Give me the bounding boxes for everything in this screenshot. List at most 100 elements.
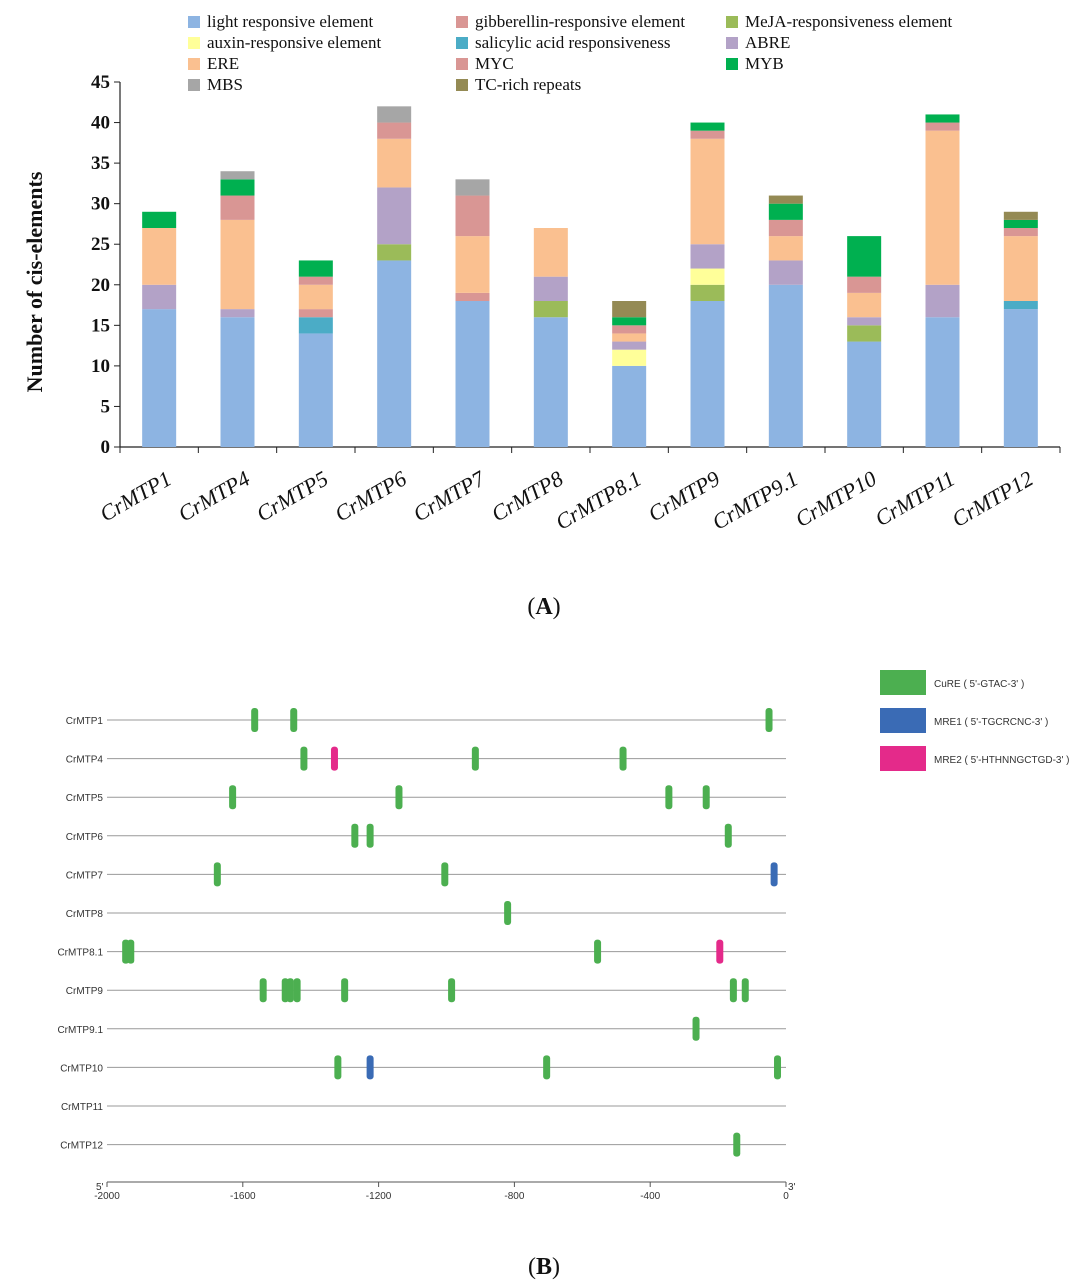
y-tick-label: 15 [91,315,110,336]
position-tick-label: -2000 [94,1191,120,1202]
cure-mark-crmtp9-1 [692,1016,700,1041]
cure-mark-crmtp5 [702,785,710,810]
position-tick-label: -1200 [366,1191,392,1202]
x-category-label: CrMTP4 [174,466,254,527]
legend-label-tc-rich-repeats: TC-rich repeats [475,75,581,94]
bar-crmtp8-1-light-responsive-element [612,365,647,447]
bar-crmtp11-myc [925,122,960,131]
cure-mark-crmtp10 [543,1055,551,1080]
bar-crmtp8-abre [533,276,568,301]
panel-b-motif-map: CrMTP1 CrMTP4 CrMTP5 CrMTP6 CrMTP7 CrMTP8 CrMT… [57,670,1069,1280]
x-category-label: CrMTP11 [871,466,959,531]
bar-crmtp4-ere [220,219,255,310]
legend-label-cure: CuRE ( 5'-GTAC-3' ) [934,679,1024,690]
cure-mark-crmtp1 [251,708,259,732]
cure-mark-crmtp9 [293,978,301,1003]
panel-b-5prime-label: 5' [96,1182,104,1193]
bar-crmtp6-abre [377,187,412,245]
bar-crmtp4-light-responsive-element [220,317,255,447]
legend-swatch-auxin-responsive-element [188,37,200,49]
legend-swatch-salicylic-acid-responsiveness [456,37,468,49]
bar-crmtp9-1-tc-rich-repeats [768,195,803,204]
panel-a-legend: light responsive element gibberellin-resp… [188,12,953,94]
panel-b-label: (B) [528,1254,560,1280]
cure-mark-crmtp7 [213,862,221,887]
mre2-mark-crmtp8-1 [716,939,724,964]
panel-b-legend: CuRE ( 5'-GTAC-3' ) MRE1 ( 5'-TGCRCNC-3' … [880,670,1069,771]
bar-crmtp8-1-ere [612,333,647,342]
gene-label-crmtp11: CrMTP11 [61,1102,103,1113]
cure-mark-crmtp9 [259,978,267,1003]
panel-a-label: (A) [527,594,560,620]
panel-a-stacked-bar-chart: light responsive element gibberellin-resp… [22,12,1061,620]
gene-label-crmtp5: CrMTP5 [66,793,104,804]
bar-crmtp10-abre [847,317,882,326]
cure-mark-crmtp10 [774,1055,782,1080]
y-tick-label: 20 [91,275,110,296]
x-category-label: CrMTP10 [791,466,881,532]
position-tick-label: -400 [640,1191,660,1202]
panel-b-position-axis: -2000 -1600 -1200 -800 -400 0 [94,1181,789,1202]
y-tick-label: 5 [101,396,111,417]
panel-b-gene-lines: CrMTP1 CrMTP4 CrMTP5 CrMTP6 CrMTP7 CrMTP8 CrMT… [57,716,786,1152]
y-tick-label: 35 [91,153,110,174]
x-category-label: CrMTP7 [409,465,490,526]
gene-label-crmtp9: CrMTP9 [66,986,104,997]
bar-crmtp6-myc [377,122,412,139]
x-category-label: CrMTP9.1 [708,466,803,535]
legend-swatch-mre2 [880,746,926,771]
x-category-label: CrMTP8.1 [551,466,646,535]
gene-label-crmtp1: CrMTP1 [66,716,104,727]
bar-crmtp11-abre [925,284,960,318]
legend-swatch-cure [880,670,926,695]
bar-crmtp9-ere [690,138,725,245]
bar-crmtp9-1-light-responsive-element [768,284,803,447]
panel-a-bars [142,106,1038,447]
cure-mark-crmtp12 [733,1132,741,1157]
position-tick-label: -800 [504,1191,524,1202]
bar-crmtp12-myc [1003,228,1038,237]
gene-label-crmtp12: CrMTP12 [60,1141,103,1152]
bar-crmtp8-ere [533,228,568,277]
bar-crmtp6-meja-responsiveness-element [377,244,412,261]
bar-crmtp6-ere [377,138,412,188]
bar-crmtp5-gibberellin-responsive-element [298,309,333,318]
bar-crmtp8-meja-responsiveness-element [533,301,568,318]
bar-crmtp1-ere [142,228,177,285]
bar-crmtp10-myc [847,276,882,293]
bar-crmtp1-abre [142,284,177,310]
cure-mark-crmtp9 [341,978,349,1003]
legend-swatch-ere [188,58,200,70]
legend-label-myb: MYB [745,54,784,73]
cure-mark-crmtp5 [665,785,673,810]
bar-crmtp4-myb [220,179,255,196]
panel-b-letter: B [536,1254,552,1280]
x-category-label: CrMTP6 [330,466,410,527]
bar-crmtp9-myc [690,130,725,139]
bar-crmtp5-myb [298,260,333,277]
mre1-mark-crmtp10 [366,1055,374,1080]
legend-swatch-mbs [188,79,200,91]
bar-crmtp8-light-responsive-element [533,317,568,447]
cure-mark-crmtp1 [290,708,298,732]
bar-crmtp9-1-myb [768,203,803,220]
bar-crmtp7-ere [455,236,490,293]
gene-label-crmtp6: CrMTP6 [66,832,104,843]
y-tick-label: 25 [91,234,110,255]
bar-crmtp12-myb [1003,219,1038,228]
bar-crmtp6-light-responsive-element [377,260,412,447]
cure-mark-crmtp9 [286,978,294,1003]
bar-crmtp12-light-responsive-element [1003,309,1038,447]
bar-crmtp11-light-responsive-element [925,317,960,447]
panel-b-motif-marks [122,708,782,1157]
legend-label-ere: ERE [207,54,239,73]
bar-crmtp5-myc [298,276,333,285]
legend-label-myc: MYC [475,54,514,73]
cure-mark-crmtp6 [351,823,359,848]
bar-crmtp10-meja-responsiveness-element [847,325,882,342]
gene-label-crmtp8: CrMTP8 [66,909,104,920]
bar-crmtp11-myb [925,114,960,123]
panel-a-y-axis-label: Number of cis-elements [22,171,47,392]
y-tick-label: 0 [101,437,111,458]
